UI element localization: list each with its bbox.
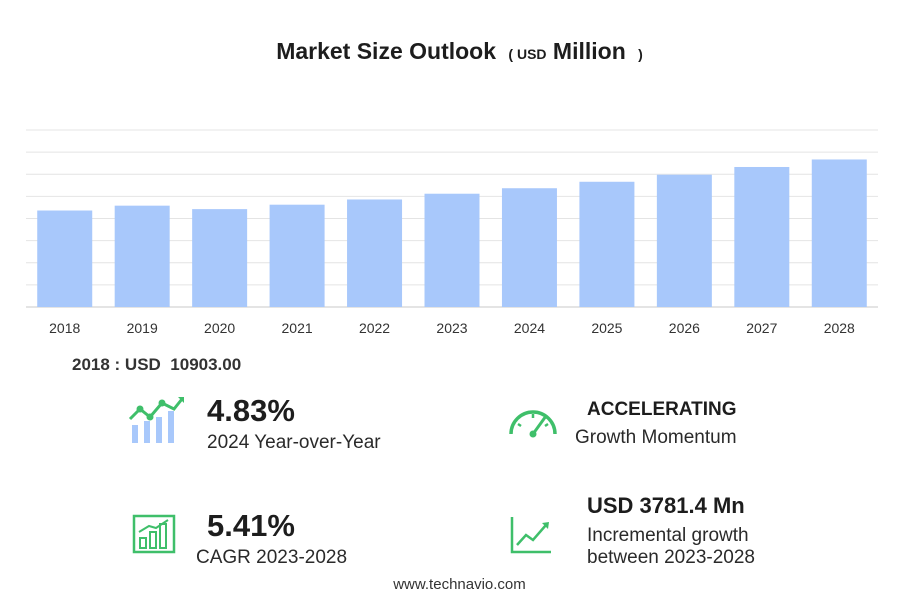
bar-2024 — [501, 188, 557, 307]
base-year-value: 2018 : USD 10903.00 — [72, 355, 241, 375]
incremental-label-line2: between 2023-2028 — [587, 547, 755, 568]
x-tick-2028: 2028 — [824, 320, 855, 336]
yoy-label: 2024 Year-over-Year — [207, 432, 381, 453]
cagr-label: CAGR 2023-2028 — [196, 547, 348, 568]
x-tick-2024: 2024 — [514, 320, 545, 336]
bar-2025 — [579, 181, 635, 307]
cagr-value: 5.41% — [207, 508, 295, 543]
growth-chart-icon — [128, 397, 184, 443]
chart-title-unit-suffix: ) — [638, 46, 643, 62]
momentum-value: ACCELERATING — [587, 399, 737, 420]
chart-bars — [37, 159, 867, 307]
x-tick-2022: 2022 — [359, 320, 390, 336]
bar-2026 — [656, 174, 712, 307]
bar-2022 — [347, 199, 403, 307]
chart-title-unit-main: Million — [552, 38, 626, 64]
chart-x-ticks: 2018 2019 2020 2021 2022 2023 2024 2025 2026 2027… — [49, 320, 855, 336]
bar-2027 — [734, 166, 790, 307]
bar-2023 — [424, 193, 480, 307]
yoy-value: 4.83% — [207, 393, 295, 428]
yoy-stat: 4.83% 2024 Year-over-Year — [207, 395, 381, 454]
bar-2028 — [811, 159, 867, 307]
incremental-stat: USD 3781.4 Mn Incremental growth between… — [587, 493, 755, 569]
x-tick-2027: 2027 — [746, 320, 777, 336]
base-year-amount: 10903.00 — [170, 355, 242, 374]
base-year-label: 2018 : USD — [72, 355, 161, 374]
x-tick-2026: 2026 — [669, 320, 700, 336]
x-tick-2019: 2019 — [127, 320, 158, 336]
chart-title-unit-prefix: ( USD — [508, 46, 547, 62]
footer-url: www.technavio.com — [393, 576, 526, 593]
x-tick-2025: 2025 — [591, 320, 622, 336]
chart-title: Market Size Outlook ( USD Million ) — [0, 38, 919, 65]
x-tick-2018: 2018 — [49, 320, 80, 336]
bar-2020 — [192, 209, 248, 307]
bar-2021 — [269, 204, 325, 307]
incremental-label-line1: Incremental growth — [587, 525, 749, 546]
bar-chart: 2018 2019 2020 2021 2022 2023 2024 2025 2026 2027… — [26, 129, 878, 336]
momentum-stat: ACCELERATING Growth Momentum — [575, 399, 737, 449]
bar-chart-icon — [132, 514, 176, 554]
incremental-value: USD 3781.4 Mn — [587, 493, 745, 518]
x-tick-2023: 2023 — [436, 320, 467, 336]
trend-line-icon — [510, 517, 551, 554]
x-tick-2020: 2020 — [204, 320, 235, 336]
x-tick-2021: 2021 — [282, 320, 313, 336]
bar-2018 — [37, 210, 93, 307]
chart-title-main: Market Size Outlook — [276, 38, 497, 64]
bar-2019 — [114, 205, 170, 307]
cagr-stat: 5.41% CAGR 2023-2028 — [196, 508, 347, 569]
speedometer-icon — [509, 410, 557, 438]
momentum-label: Growth Momentum — [575, 427, 737, 448]
